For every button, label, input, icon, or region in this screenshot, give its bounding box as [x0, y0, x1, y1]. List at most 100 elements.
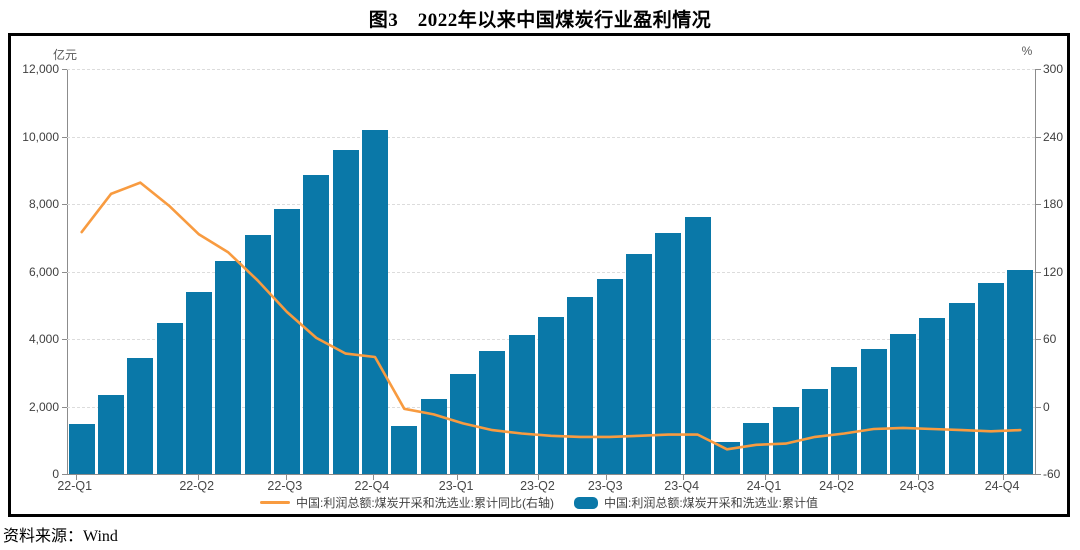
x-axis-line [67, 474, 1036, 475]
bar-2024-08 [890, 334, 916, 474]
left-axis-tick-label: 10,000 [22, 129, 59, 144]
bar-2022-08 [244, 234, 271, 474]
bar-2022-10 [303, 175, 330, 474]
gridline [67, 136, 1035, 138]
bar-2023-02 [391, 425, 418, 474]
bar-2022-05 [156, 322, 183, 474]
x-axis-tick [457, 475, 459, 480]
x-axis-label-22-Q3: 22-Q3 [267, 479, 303, 493]
right-axis-tick-label: 240 [1043, 129, 1064, 144]
bar-2022-11 [332, 150, 359, 474]
x-axis-tick [1003, 475, 1005, 480]
right-axis-tick-label: 120 [1043, 264, 1064, 279]
x-axis-tick [764, 475, 766, 480]
x-axis-tick [682, 475, 684, 480]
legend-item-line: 中国:利润总额:煤炭开采和洗选业:累计同比(右轴) [259, 494, 554, 511]
legend-line-swatch-icon [259, 501, 290, 504]
right-axis-line [1035, 69, 1036, 475]
x-axis-label-23-Q4: 23-Q4 [664, 479, 700, 493]
x-axis-label-24-Q1: 24-Q1 [746, 479, 782, 493]
x-axis-tick [372, 475, 374, 480]
legend-bar-label: 中国:利润总额:煤炭开采和洗选业:累计值 [603, 496, 818, 510]
bar-2023-06 [508, 334, 535, 474]
chart-frame: 亿元 % 12,000 300 10,000 240 8,000 180 6,000 120 4… [8, 33, 1070, 517]
right-axis-tick-label: -60 [1043, 467, 1061, 481]
left-axis-tick-label: 6,000 [28, 264, 59, 279]
left-axis-tick [62, 136, 67, 138]
bar-2023-09 [596, 279, 623, 474]
right-axis-tick [1036, 339, 1041, 340]
gridline [67, 271, 1035, 273]
bar-2023-03 [420, 398, 447, 474]
left-axis-unit-label: 亿元 [53, 48, 78, 62]
right-axis-tick-label: 60 [1043, 332, 1057, 346]
bar-2024-05 [802, 388, 828, 474]
x-axis-tick [538, 475, 540, 480]
left-axis-tick [62, 474, 67, 475]
x-axis-tick [75, 475, 77, 480]
left-axis-tick [62, 69, 67, 70]
left-axis-tick-label: 2,000 [28, 399, 59, 414]
left-axis-tick-label: 4,000 [28, 332, 59, 346]
left-axis-tick [62, 271, 67, 273]
right-axis-tick [1036, 136, 1041, 138]
bar-2022-03 [98, 394, 124, 474]
bar-2024-06 [831, 367, 858, 474]
right-axis-tick [1036, 474, 1041, 475]
x-axis-tick [837, 475, 839, 480]
right-axis-tick [1036, 406, 1041, 408]
legend-line-label: 中国:利润总额:煤炭开采和洗选业:累计同比(右轴) [295, 496, 554, 510]
x-axis-label-22-Q4: 22-Q4 [354, 479, 390, 493]
x-axis-tick [917, 475, 919, 480]
x-axis-label-24-Q4: 24-Q4 [984, 479, 1020, 493]
left-axis-tick [62, 204, 67, 205]
x-axis-tick [606, 475, 608, 480]
bar-2022-07 [215, 261, 242, 474]
left-axis-tick [62, 406, 67, 408]
bar-2023-08 [567, 297, 594, 474]
right-axis-tick-label: 180 [1043, 197, 1064, 211]
legend: 中国:利润总额:煤炭开采和洗选业:累计同比(右轴) 中国:利润总额:煤炭开采和洗… [11, 494, 1067, 511]
left-axis-tick [62, 339, 67, 340]
right-axis-tick [1036, 204, 1041, 205]
right-axis-tick [1036, 69, 1041, 70]
bar-2022-06 [186, 292, 212, 474]
bar-2022-04 [127, 357, 154, 474]
source-note: 资料来源：Wind [3, 528, 118, 545]
bar-2024-12 [1007, 269, 1034, 474]
left-axis-tick-label: 0 [52, 467, 59, 481]
bar-2024-10 [948, 302, 975, 474]
bar-2023-07 [538, 316, 564, 474]
bar-2023-05 [479, 350, 506, 474]
gridline [67, 69, 1035, 70]
bar-2024-07 [860, 349, 887, 474]
x-axis-label-23-Q2: 23-Q2 [520, 479, 555, 493]
right-axis-tick [1036, 271, 1041, 273]
bar-2023-12 [684, 216, 711, 474]
bar-2022-12 [362, 129, 388, 474]
x-axis-label-22-Q2: 22-Q2 [179, 479, 215, 493]
x-axis-label-23-Q3: 23-Q3 [587, 479, 623, 493]
bar-2024-03 [743, 423, 770, 474]
right-axis-tick-label: 0 [1043, 399, 1050, 414]
legend-bar-swatch-icon [573, 496, 598, 509]
x-axis-label-22-Q1: 22-Q1 [57, 479, 93, 493]
bar-2022-02 [68, 424, 95, 474]
bar-2024-09 [919, 318, 946, 474]
x-axis-label-23-Q1: 23-Q1 [438, 479, 474, 493]
x-axis-label-24-Q2: 24-Q2 [819, 479, 854, 493]
plot-area [67, 69, 1035, 474]
x-axis-tick [285, 475, 287, 480]
bar-2022-09 [274, 208, 300, 474]
chart-title: 图3 2022年以来中国煤炭行业盈利情况 [368, 10, 712, 31]
right-axis-tick-label: 300 [1043, 62, 1064, 76]
left-axis-tick-label: 12,000 [22, 62, 59, 76]
left-axis-tick-label: 8,000 [28, 197, 59, 211]
legend-item-bar: 中国:利润总额:煤炭开采和洗选业:累计值 [573, 494, 818, 511]
x-axis-label-24-Q3: 24-Q3 [899, 479, 935, 493]
gridline [67, 204, 1035, 205]
yoy-trend-line [80, 181, 1022, 451]
right-axis-unit-label: % [1021, 44, 1033, 58]
x-axis-tick [197, 475, 199, 480]
